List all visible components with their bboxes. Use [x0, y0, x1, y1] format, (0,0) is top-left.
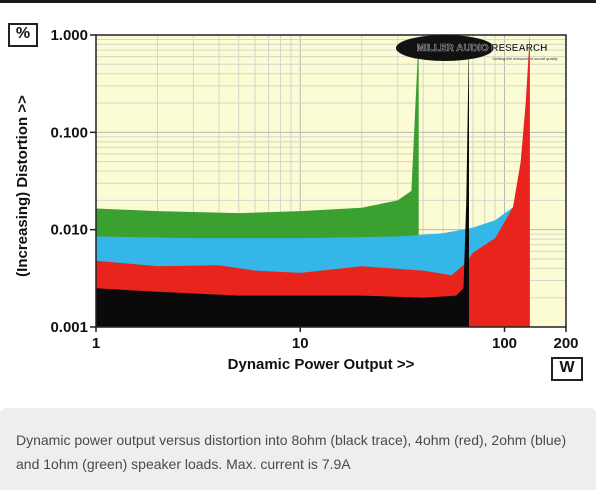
x-tick-label: 100	[492, 335, 517, 352]
series-area-3	[96, 35, 469, 327]
y-tick-label: 0.100	[50, 124, 88, 141]
y-unit-box: %	[8, 23, 38, 47]
plot-frame	[95, 34, 567, 328]
x-axis-label: Dynamic Power Output >>	[228, 356, 415, 373]
y-tick-label: 0.010	[50, 222, 88, 239]
logo-badge	[396, 35, 494, 61]
x-tick-label: 10	[292, 335, 309, 352]
x-unit-box: W	[551, 357, 583, 381]
logo-tagline: Getting the measure of sound quality	[492, 56, 558, 61]
y-tick-label: 1.000	[50, 27, 88, 44]
series-area-1	[96, 35, 530, 327]
axis-ticks: 1 10 100 200 0.001 0.010 0.100 1.000	[50, 27, 578, 352]
caption-box: Dynamic power output versus distortion i…	[0, 408, 596, 490]
series-layer	[96, 35, 530, 327]
logo-text: MILLER AUDIO RESEARCH	[417, 43, 548, 54]
logo: MILLER AUDIO RESEARCH Getting the measur…	[396, 35, 559, 61]
caption-text: Dynamic power output versus distortion i…	[16, 432, 567, 472]
distortion-chart: 1 10 100 200 0.001 0.010 0.100 1.000 MILLER AUD…	[14, 27, 579, 373]
top-rule	[0, 0, 596, 3]
x-tick-label: 1	[92, 335, 100, 352]
y-tick-label: 0.001	[50, 319, 88, 336]
y-axis-label: (Increasing) Distortion >>	[14, 95, 31, 277]
x-tick-label: 200	[553, 335, 578, 352]
